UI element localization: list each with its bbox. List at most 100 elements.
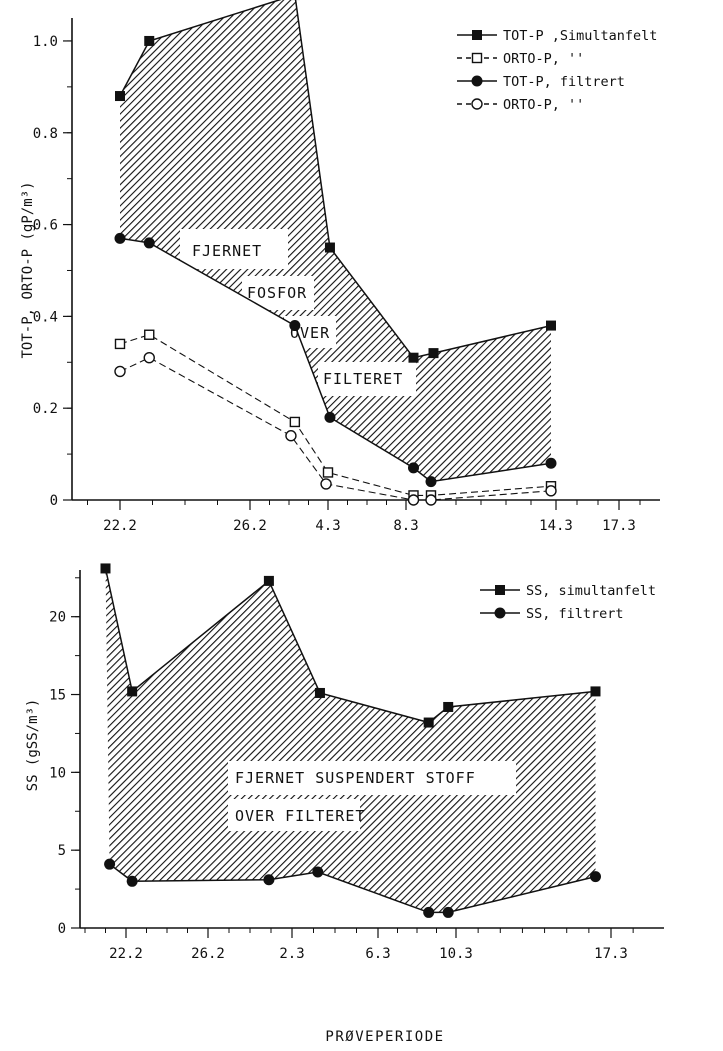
x-tick-label: 17.3 xyxy=(594,946,628,962)
legend-label: ORTO-P, '' xyxy=(503,51,584,67)
legend-top: TOT-P ,Simultanfelt ORTO-P, '' TOT-P, filt… xyxy=(457,28,657,113)
x-axis-title: PRØVEPERIODE xyxy=(325,1029,444,1045)
annotation-box xyxy=(180,229,288,269)
legend-item-ss-simultanfelt: SS, simultanfelt xyxy=(480,583,656,599)
y-tick-label: 0 xyxy=(58,921,66,937)
y-axis-title-top: TOT-P, ORTO-P (gP/m³) xyxy=(20,181,36,358)
y-tick-label: 20 xyxy=(49,610,66,626)
removed-solids-area xyxy=(105,568,596,913)
legend-item-orto-p: ORTO-P, '' xyxy=(457,97,584,113)
annotation-line-2: OVER FILTERET xyxy=(235,807,365,825)
series-bottom xyxy=(100,563,601,918)
chart-bottom-suspended-solids: FJERNET SUSPENDERT STOFF OVER FILTERET 2… xyxy=(25,563,664,962)
data-point-filled-circle xyxy=(126,875,138,887)
legend-item-tot-p-simultanfelt: TOT-P ,Simultanfelt xyxy=(457,28,657,44)
data-point-filled-circle xyxy=(289,320,301,332)
annotation-box xyxy=(242,276,314,310)
axes-bottom: 22.2 26.2 2.3 6.3 10.3 17.3 0 5 10 15 20 xyxy=(49,570,664,962)
legend-marker xyxy=(472,30,482,40)
legend-label: SS, simultanfelt xyxy=(526,583,656,599)
y-tick-label: 0.4 xyxy=(33,309,58,325)
legend-bottom: SS, simultanfelt SS, filtrert xyxy=(480,583,656,622)
legend-marker xyxy=(495,585,505,595)
data-point-filled-square xyxy=(314,687,325,698)
data-point-filled-circle xyxy=(104,858,116,870)
legend-item-orto-p: ORTO-P, '' xyxy=(457,51,584,67)
data-point-filled-circle xyxy=(408,462,419,474)
y-tick-label: 5 xyxy=(58,843,66,859)
legend-marker xyxy=(471,98,483,110)
x-tick-label: 22.2 xyxy=(103,518,137,534)
data-point-filled-circle xyxy=(425,476,437,488)
x-tick-label: 10.3 xyxy=(439,946,473,962)
data-point-filled-square xyxy=(100,563,111,574)
data-point-filled-square xyxy=(546,320,556,331)
legend-marker xyxy=(471,52,483,64)
data-point-open-circle xyxy=(320,478,332,490)
x-tick-label: 2.3 xyxy=(279,946,304,962)
x-tick-label: 17.3 xyxy=(602,518,636,534)
data-point-filled-circle xyxy=(442,906,454,918)
data-point-open-square xyxy=(144,329,155,340)
data-point-open-circle xyxy=(114,365,126,378)
x-tick-label: 26.2 xyxy=(233,518,267,534)
legend-label: SS, filtrert xyxy=(526,606,624,622)
annotations-top: FJERNET FOSFOR OVER FILTERET xyxy=(180,229,416,396)
series-4-orto-p xyxy=(114,351,557,506)
legend-marker xyxy=(494,607,506,619)
data-point-filled-square xyxy=(324,242,335,253)
data-point-filled-square xyxy=(263,575,274,586)
legend-marker xyxy=(471,75,483,87)
annotation-line-2: FOSFOR xyxy=(247,284,307,302)
series-3-tot-p-filtrert xyxy=(114,232,557,488)
data-point-filled-circle xyxy=(324,411,336,423)
annotation-box xyxy=(228,761,516,795)
hatched-fill xyxy=(105,568,596,913)
data-point-filled-circle xyxy=(114,232,126,244)
removed-phosphorus-area xyxy=(120,0,551,482)
data-point-filled-square xyxy=(590,686,601,697)
axes-top: 22.2 26.2 4.3 8.3 14.3 17.3 0 0.2 0.4 0.6 0.8 1.0 xyxy=(33,18,660,534)
data-point-open-circle xyxy=(407,494,420,506)
data-point-filled-circle xyxy=(263,874,275,886)
data-point-open-circle xyxy=(545,485,557,497)
data-point-filled-square xyxy=(144,35,155,46)
x-tick-label: 22.2 xyxy=(109,946,143,962)
data-point-filled-circle xyxy=(423,906,435,918)
annotation-line-4: FILTERET xyxy=(323,370,403,388)
x-tick-label: 14.3 xyxy=(539,518,573,534)
data-point-filled-square xyxy=(443,701,454,712)
x-tick-label: 26.2 xyxy=(191,946,225,962)
data-point-filled-square xyxy=(423,717,434,728)
data-point-open-square xyxy=(322,467,334,478)
chart-top-phosphorus: FJERNET FOSFOR OVER FILTERET 22.2 26.2 4.3… xyxy=(20,0,660,534)
data-point-filled-circle xyxy=(545,457,557,469)
annotation-box xyxy=(318,362,416,396)
annotation-line-1: FJERNET xyxy=(192,242,262,260)
data-point-open-circle xyxy=(425,494,437,506)
legend-item-ss-filtrert: SS, filtrert xyxy=(480,606,624,622)
x-tick-label: 4.3 xyxy=(315,518,340,534)
annotations-bottom: FJERNET SUSPENDERT STOFF OVER FILTERET xyxy=(228,761,516,831)
data-point-open-circle xyxy=(285,430,297,442)
y-tick-label: 0 xyxy=(50,493,58,509)
x-tick-label: 6.3 xyxy=(365,946,390,962)
data-point-open-circle xyxy=(143,351,155,364)
y-tick-label: 0.6 xyxy=(33,218,58,234)
data-point-filled-square xyxy=(127,686,138,697)
legend-item-tot-p-filtrert: TOT-P, filtrert xyxy=(457,74,625,90)
data-point-filled-circle xyxy=(590,871,601,883)
data-point-filled-square xyxy=(408,352,419,363)
data-point-open-square xyxy=(289,416,301,428)
y-tick-label: 0.8 xyxy=(33,126,58,142)
data-point-filled-circle xyxy=(143,237,155,249)
data-point-filled-circle xyxy=(312,866,324,878)
x-tick-label: 8.3 xyxy=(393,518,418,534)
series-2-ss-filtrert xyxy=(104,858,601,918)
y-tick-label: 10 xyxy=(49,765,66,781)
series-1-tot-p-simultanfelt xyxy=(115,0,556,363)
data-point-filled-square xyxy=(428,348,439,359)
y-tick-label: 0.2 xyxy=(33,401,58,417)
legend-label: TOT-P, filtrert xyxy=(503,74,625,90)
legend-label: ORTO-P, '' xyxy=(503,97,584,113)
